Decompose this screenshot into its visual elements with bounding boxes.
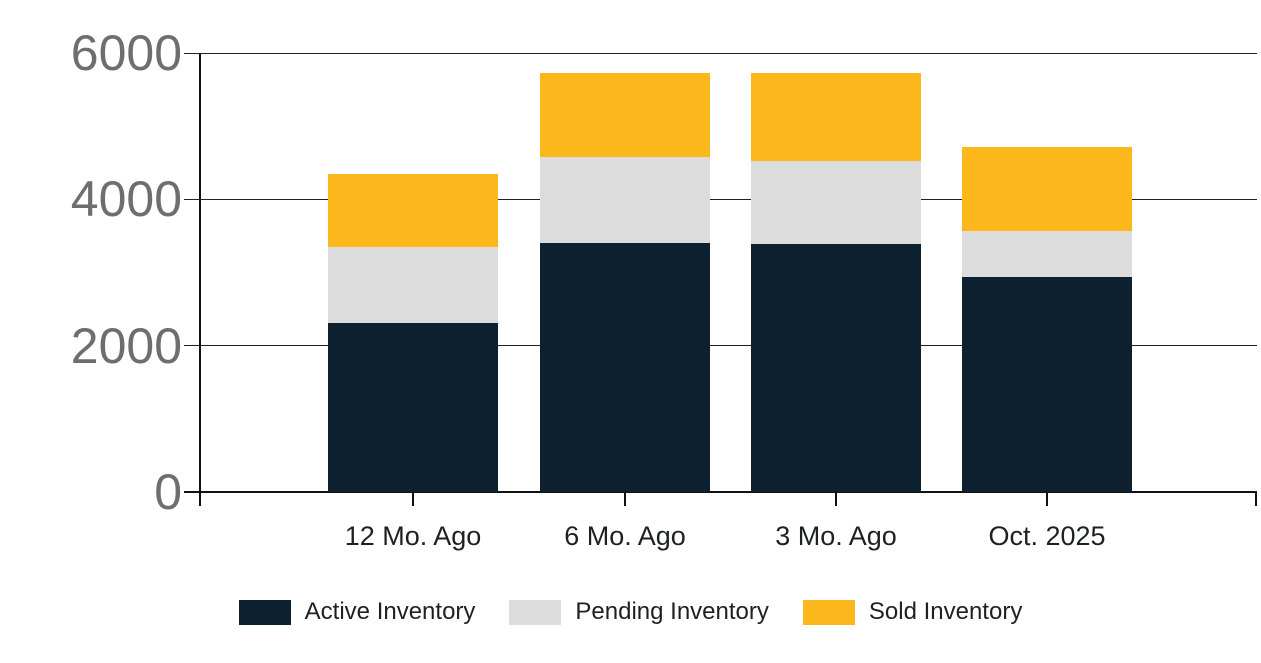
legend-item-active-inventory[interactable]: Active Inventory: [238, 598, 476, 626]
legend-item-pending-inventory[interactable]: Pending Inventory: [509, 598, 769, 626]
x-axis-tick-3-mo-ago: [835, 492, 837, 506]
gridline-4000: [184, 198, 1257, 200]
plot-area: [184, 52, 1257, 506]
x-axis-line: [184, 491, 1257, 493]
legend-item-sold-inventory[interactable]: Sold Inventory: [802, 598, 1023, 626]
x-axis-category-label-6-mo-ago: 6 Mo. Ago: [564, 521, 686, 551]
y-axis-tick-label-6000: 6000: [70, 25, 182, 81]
legend-swatch-pending-inventory: [509, 599, 562, 625]
y-axis-tick-label-2000: 2000: [70, 317, 182, 374]
x-axis-end-tick: [1255, 492, 1257, 506]
legend-swatch-active-inventory: [238, 599, 291, 625]
gridline-2000: [184, 345, 1257, 347]
bar-segment-active-inventory-oct-2025[interactable]: [962, 276, 1132, 492]
bar-segment-active-inventory-6-mo-ago[interactable]: [540, 243, 710, 492]
bar-segment-sold-inventory-12-mo-ago[interactable]: [328, 173, 498, 247]
gridline-6000: [184, 52, 1257, 54]
bar-segment-sold-inventory-6-mo-ago[interactable]: [540, 72, 710, 157]
x-axis-category-label-3-mo-ago: 3 Mo. Ago: [775, 521, 897, 551]
legend-swatch-sold-inventory: [802, 599, 855, 625]
x-axis-category-label-oct-2025: Oct. 2025: [988, 521, 1106, 551]
x-axis-tick-12-mo-ago: [412, 492, 414, 506]
legend-label-active-inventory: Active Inventory: [304, 598, 476, 625]
legend-label-pending-inventory: Pending Inventory: [575, 598, 769, 625]
legend-label-sold-inventory: Sold Inventory: [868, 598, 1023, 625]
x-axis-category-label-12-mo-ago: 12 Mo. Ago: [344, 521, 482, 551]
bar-segment-pending-inventory-6-mo-ago[interactable]: [540, 156, 710, 244]
bar-segment-pending-inventory-3-mo-ago[interactable]: [751, 160, 921, 244]
bar-12-mo-ago[interactable]: [328, 173, 498, 492]
chart-legend: Active Inventory Pending Inventory Sold In…: [0, 598, 1261, 626]
bar-segment-sold-inventory-3-mo-ago[interactable]: [751, 72, 921, 161]
y-axis-tick-label-4000: 4000: [70, 171, 182, 228]
bar-6-mo-ago[interactable]: [540, 72, 710, 492]
y-axis-line: [199, 53, 201, 506]
bar-oct-2025[interactable]: [962, 146, 1132, 492]
bar-segment-active-inventory-12-mo-ago[interactable]: [328, 323, 498, 492]
x-axis-tick-oct-2025: [1046, 492, 1048, 506]
bar-segment-sold-inventory-oct-2025[interactable]: [962, 146, 1132, 231]
bar-segment-pending-inventory-oct-2025[interactable]: [962, 230, 1132, 277]
y-axis-tick-label-0: 0: [154, 464, 182, 520]
x-axis-tick-6-mo-ago: [624, 492, 626, 506]
bar-segment-pending-inventory-12-mo-ago[interactable]: [328, 246, 498, 323]
bar-segment-active-inventory-3-mo-ago[interactable]: [751, 243, 921, 492]
bar-3-mo-ago[interactable]: [751, 72, 921, 492]
